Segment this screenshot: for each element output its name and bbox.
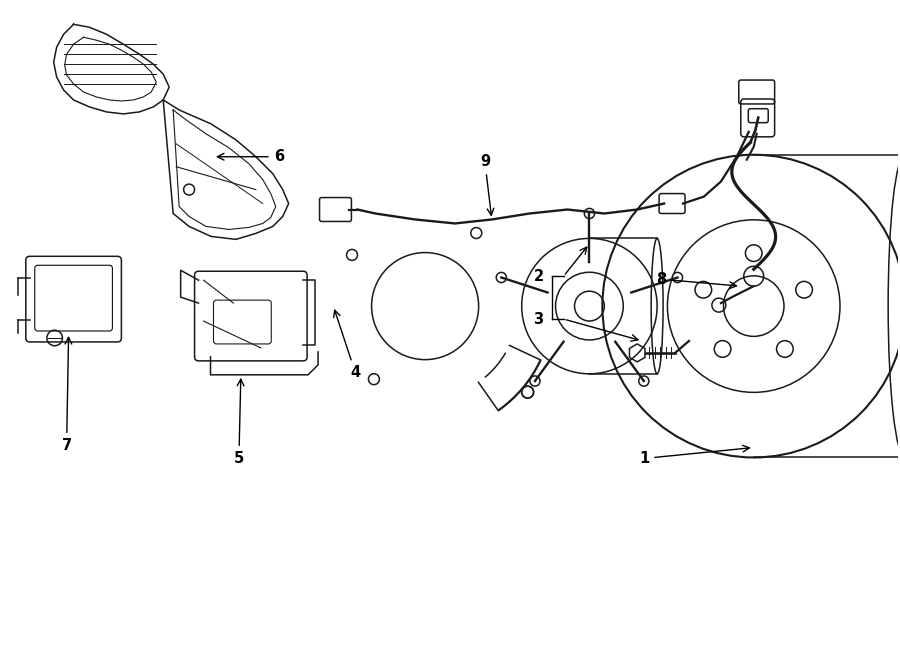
Text: 8: 8 — [656, 272, 736, 289]
Circle shape — [639, 376, 649, 386]
Circle shape — [672, 272, 682, 282]
Text: 7: 7 — [61, 337, 72, 453]
Text: 2: 2 — [534, 269, 544, 284]
Text: 9: 9 — [480, 154, 494, 215]
Circle shape — [496, 272, 507, 282]
Circle shape — [530, 376, 540, 386]
Text: 3: 3 — [534, 311, 544, 327]
Circle shape — [584, 208, 595, 219]
Text: 1: 1 — [639, 446, 750, 466]
Text: 6: 6 — [217, 149, 284, 164]
Text: 5: 5 — [234, 379, 244, 466]
Text: 4: 4 — [334, 310, 361, 380]
